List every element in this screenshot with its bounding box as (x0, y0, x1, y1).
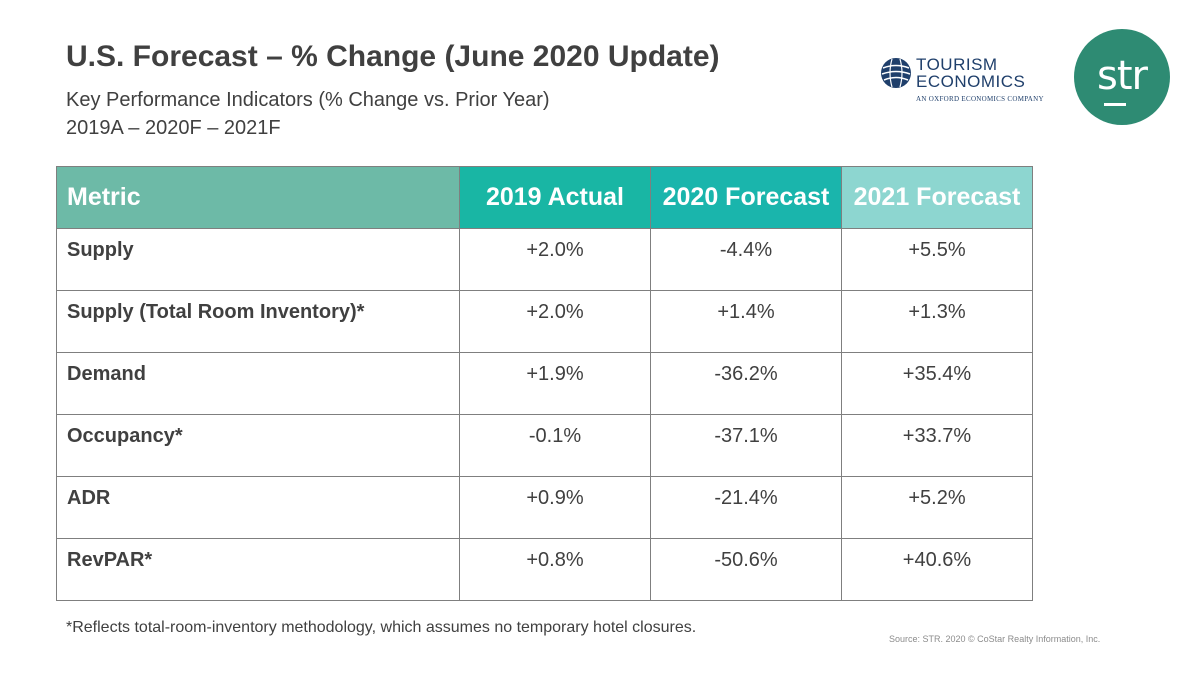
footnote: *Reflects total-room-inventory methodolo… (66, 619, 697, 636)
value-cell: +5.5% (841, 228, 1033, 291)
metric-cell: ADR (56, 476, 460, 539)
header-2020-forecast: 2020 Forecast (650, 166, 842, 229)
header-metric: Metric (56, 166, 460, 229)
table-row: Supply (Total Room Inventory)* +2.0% +1.… (56, 290, 1033, 353)
value-cell: -37.1% (650, 414, 842, 477)
value-cell: -4.4% (650, 228, 842, 291)
str-logo: str (1074, 29, 1170, 125)
value-cell: +5.2% (841, 476, 1033, 539)
metric-cell: RevPAR* (56, 538, 460, 601)
value-cell: +0.9% (459, 476, 651, 539)
value-cell: +33.7% (841, 414, 1033, 477)
globe-icon (881, 58, 911, 88)
value-cell: +2.0% (459, 228, 651, 291)
metric-cell: Demand (56, 352, 460, 415)
table-row: RevPAR* +0.8% -50.6% +40.6% (56, 538, 1033, 601)
table-row: ADR +0.9% -21.4% +5.2% (56, 476, 1033, 539)
value-cell: -50.6% (650, 538, 842, 601)
forecast-period: 2019A – 2020F – 2021F (66, 117, 281, 139)
value-cell: -21.4% (650, 476, 842, 539)
value-cell: +35.4% (841, 352, 1033, 415)
table-row: Occupancy* -0.1% -37.1% +33.7% (56, 414, 1033, 477)
logo-text-line2: ECONOMICS (916, 72, 1026, 91)
value-cell: +1.9% (459, 352, 651, 415)
value-cell: +1.3% (841, 290, 1033, 353)
header-2019-actual: 2019 Actual (459, 166, 651, 229)
table-header-row: Metric 2019 Actual 2020 Forecast 2021 Fo… (56, 166, 1033, 229)
table-row: Demand +1.9% -36.2% +35.4% (56, 352, 1033, 415)
logo-tagline: AN OXFORD ECONOMICS COMPANY (916, 95, 1044, 103)
kpi-table: Metric 2019 Actual 2020 Forecast 2021 Fo… (56, 166, 1033, 601)
logo-text-line1: TOURISM (916, 55, 998, 74)
metric-cell: Supply (56, 228, 460, 291)
table-row: Supply +2.0% -4.4% +5.5% (56, 228, 1033, 291)
page-subtitle: Key Performance Indicators (% Change vs.… (66, 89, 550, 111)
str-logo-underline (1104, 103, 1126, 106)
value-cell: -0.1% (459, 414, 651, 477)
metric-cell: Occupancy* (56, 414, 460, 477)
source-credit: Source: STR. 2020 © CoStar Realty Inform… (889, 634, 1101, 644)
value-cell: +1.4% (650, 290, 842, 353)
value-cell: -36.2% (650, 352, 842, 415)
value-cell: +0.8% (459, 538, 651, 601)
header-2021-forecast: 2021 Forecast (841, 166, 1033, 229)
value-cell: +40.6% (841, 538, 1033, 601)
str-logo-text: str (1097, 53, 1148, 99)
tourism-economics-logo: TOURISM ECONOMICS AN OXFORD ECONOMICS CO… (880, 55, 1060, 105)
page-title: U.S. Forecast – % Change (June 2020 Upda… (66, 40, 720, 73)
value-cell: +2.0% (459, 290, 651, 353)
metric-cell: Supply (Total Room Inventory)* (56, 290, 460, 353)
